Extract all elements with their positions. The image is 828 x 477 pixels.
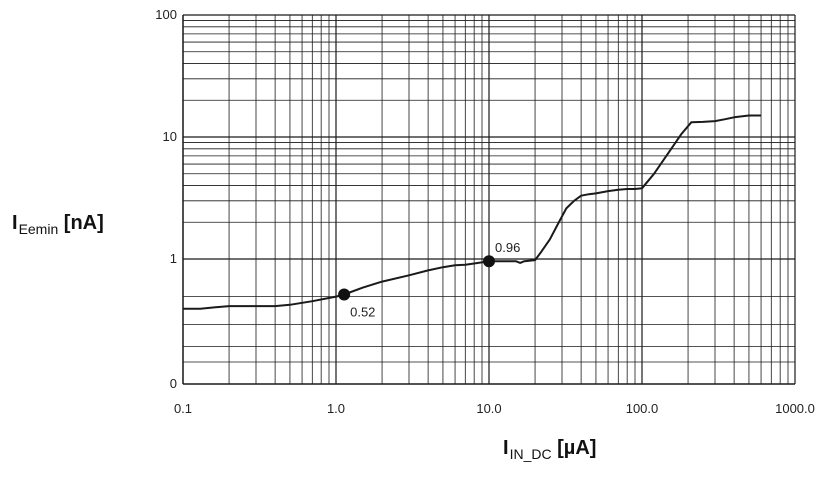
data-point-marker: [338, 288, 351, 301]
x-tick-label: 10.0: [476, 401, 501, 416]
x-axis-label: IIN_DC [µA]: [503, 437, 597, 462]
data-label: 0.52: [350, 304, 375, 319]
y-tick-label: 0: [170, 376, 177, 391]
y-axis-label: IEemin [nA]: [12, 212, 104, 237]
tick-labels: 0 1 10 100 0.1 1.0 10.0 100.0 1000.0: [155, 7, 815, 416]
data-point-marker: [483, 255, 495, 268]
data-label: 0.96: [495, 240, 520, 255]
y-tick-label: 10: [163, 129, 177, 144]
x-tick-label: 100.0: [626, 401, 659, 416]
y-tick-label: 100: [155, 7, 177, 22]
series-line: [183, 114, 762, 310]
y-tick-label: 1: [170, 251, 177, 266]
grid: [182, 14, 796, 385]
x-tick-label: 0.1: [174, 401, 192, 416]
annotations: 0.52 0.96: [338, 240, 520, 319]
x-tick-label: 1000.0: [775, 401, 815, 416]
x-tick-label: 1.0: [327, 401, 345, 416]
